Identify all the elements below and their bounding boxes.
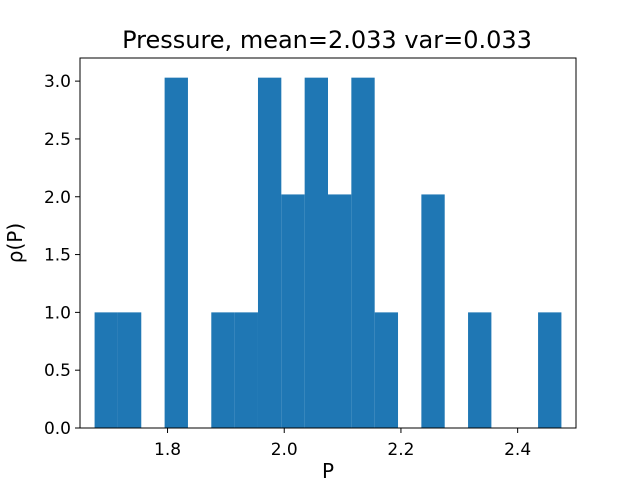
x-axis-label: P (322, 459, 334, 480)
histogram-bar-2 (164, 77, 188, 428)
x-tick-label-2: 2.2 (387, 440, 414, 460)
x-axis-ticks: 1.8 2.0 2.2 2.4 (154, 428, 531, 460)
chart-title: Pressure, mean=2.033 var=0.033 (122, 26, 532, 54)
histogram-bar-7 (304, 77, 328, 428)
y-tick-label-1: 0.5 (44, 361, 71, 381)
histogram-bar-13 (538, 312, 562, 428)
histogram-bar-10 (374, 312, 399, 428)
y-tick-label-4: 2.0 (44, 188, 71, 208)
histogram-bar-6 (281, 194, 305, 428)
x-tick-label-0: 1.8 (154, 440, 181, 460)
histogram-bar-3 (211, 312, 235, 428)
histogram-bar-4 (234, 312, 258, 428)
histogram-bar-9 (351, 77, 375, 428)
bars-layer (94, 77, 562, 428)
y-tick-label-0: 0.0 (44, 419, 71, 439)
y-axis-ticks: 0.0 0.5 1.0 1.5 2.0 2.5 3.0 (44, 72, 80, 439)
y-tick-label-3: 1.5 (44, 246, 71, 266)
histogram-bar-1 (117, 312, 142, 428)
axes-frame (79, 57, 577, 429)
y-tick-label-2: 1.0 (44, 303, 71, 323)
x-tick-label-3: 2.4 (504, 440, 531, 460)
y-axis-label: ρ(P) (3, 223, 27, 263)
y-tick-label-6: 3.0 (44, 72, 71, 92)
histogram-bar-0 (94, 312, 118, 428)
histogram-bar-8 (328, 194, 352, 428)
y-tick-label-5: 2.5 (44, 130, 71, 150)
histogram-bar-11 (421, 194, 445, 428)
histogram-bar-5 (257, 77, 282, 428)
histogram-bar-12 (468, 312, 492, 428)
x-tick-label-1: 2.0 (271, 440, 298, 460)
